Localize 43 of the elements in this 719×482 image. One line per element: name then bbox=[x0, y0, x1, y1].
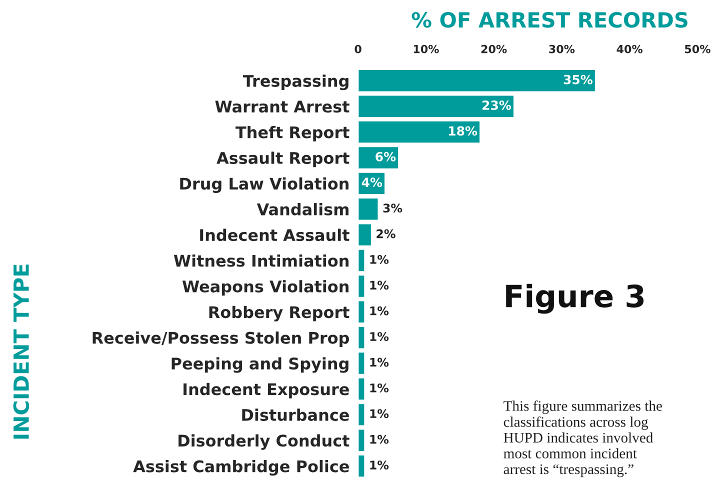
annotation: Figure 3 bbox=[506, 284, 644, 314]
x-tick-label: 40% bbox=[616, 44, 642, 54]
data-label: 1% bbox=[370, 383, 389, 392]
data-label: 23% bbox=[482, 100, 512, 110]
data-label: 6% bbox=[376, 152, 396, 162]
y-tick-label: Weapons Violation bbox=[182, 280, 348, 296]
data-label: 1% bbox=[370, 409, 389, 418]
data-label: 4% bbox=[362, 178, 382, 188]
y-tick-label: Indecent Assault bbox=[200, 228, 350, 242]
y-axis-title: INCIDENT TYPE bbox=[13, 264, 30, 439]
y-tick-label: Witness Intimiation bbox=[174, 254, 348, 267]
x-tick-label: 30% bbox=[549, 44, 575, 54]
data-label: 1% bbox=[370, 434, 389, 444]
x-tick-label: 20% bbox=[481, 44, 507, 54]
y-tick-label: Assist Cambridge Police bbox=[133, 460, 349, 476]
x-tick-label: 50% bbox=[684, 44, 710, 54]
data-label: 3% bbox=[383, 204, 402, 213]
y-tick-label: Warrant Arrest bbox=[215, 100, 350, 113]
data-label: 35% bbox=[564, 74, 593, 84]
x-tick-label: 0 bbox=[354, 44, 362, 54]
data-label: 1% bbox=[370, 460, 389, 470]
data-label: 1% bbox=[370, 306, 389, 316]
data-label: 1% bbox=[370, 358, 389, 367]
y-tick-label: Trespassing bbox=[242, 74, 348, 90]
x-tick-label: 10% bbox=[414, 44, 439, 54]
y-tick-label: Vandalism bbox=[256, 203, 348, 216]
annotation: This figure summarizes the classifications across log HUPD indicates involved most common incident arrest is “trespassing.” bbox=[504, 400, 662, 478]
data-label: 1% bbox=[370, 255, 389, 264]
chart-title: % OF ARREST RECORDS bbox=[412, 12, 688, 28]
data-label: 18% bbox=[449, 126, 478, 136]
y-tick-label: Peeping and Spying bbox=[172, 357, 348, 373]
y-tick-label: Disorderly Conduct bbox=[178, 434, 350, 450]
y-tick-label: Theft Report bbox=[236, 126, 350, 142]
bar bbox=[358, 68, 596, 93]
data-label: 1% bbox=[370, 332, 389, 342]
y-tick-label: Receive/Possess Stolen Prop bbox=[92, 332, 350, 347]
y-tick-label: Robbery Report bbox=[209, 306, 350, 322]
y-tick-label: Assault Report bbox=[216, 152, 350, 168]
y-tick-label: Drug Law Violation bbox=[180, 177, 348, 193]
y-tick-label: Indecent Exposure bbox=[184, 382, 349, 398]
data-label: 2% bbox=[376, 229, 396, 238]
y-tick-label: Disturbance bbox=[242, 408, 349, 421]
data-label: 1% bbox=[370, 280, 389, 290]
